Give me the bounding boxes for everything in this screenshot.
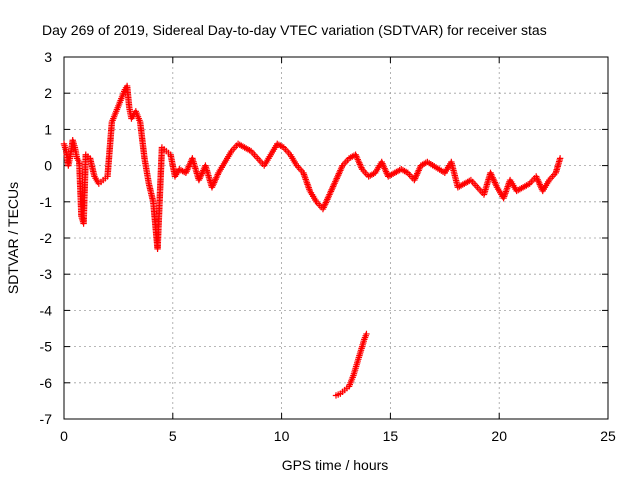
y-tick-label: -4 [40,302,53,318]
x-axis-title: GPS time / hours [282,457,389,473]
series [60,82,564,399]
x-tick-label: 25 [600,428,616,444]
y-tick-label: -5 [40,339,53,355]
x-tick-label: 5 [169,428,177,444]
x-tick-label: 20 [491,428,507,444]
y-tick-label: 3 [44,49,52,65]
y-tick-label: -6 [40,375,53,391]
x-tick-label: 10 [274,428,290,444]
y-tick-label: -3 [40,266,53,282]
data-point [363,330,370,338]
y-tick-label: -7 [40,411,53,427]
data-point [556,155,564,162]
chart-title: Day 269 of 2019, Sidereal Day-to-day VTE… [42,22,547,38]
y-tick-label: 2 [44,85,52,101]
ticks: 0 5 10 15 20 25 -7 -6 -5 -4 -3 -2 -1 0 1 2 3 [40,49,616,444]
y-tick-label: 1 [44,121,52,137]
y-tick-label: -1 [40,194,53,210]
grid [64,57,608,419]
x-tick-label: 15 [383,428,399,444]
x-tick-label: 0 [60,428,68,444]
y-tick-label: -2 [40,230,53,246]
y-axis-title: SDTVAR / TECUs [5,182,21,294]
y-tick-label: 0 [44,158,52,174]
